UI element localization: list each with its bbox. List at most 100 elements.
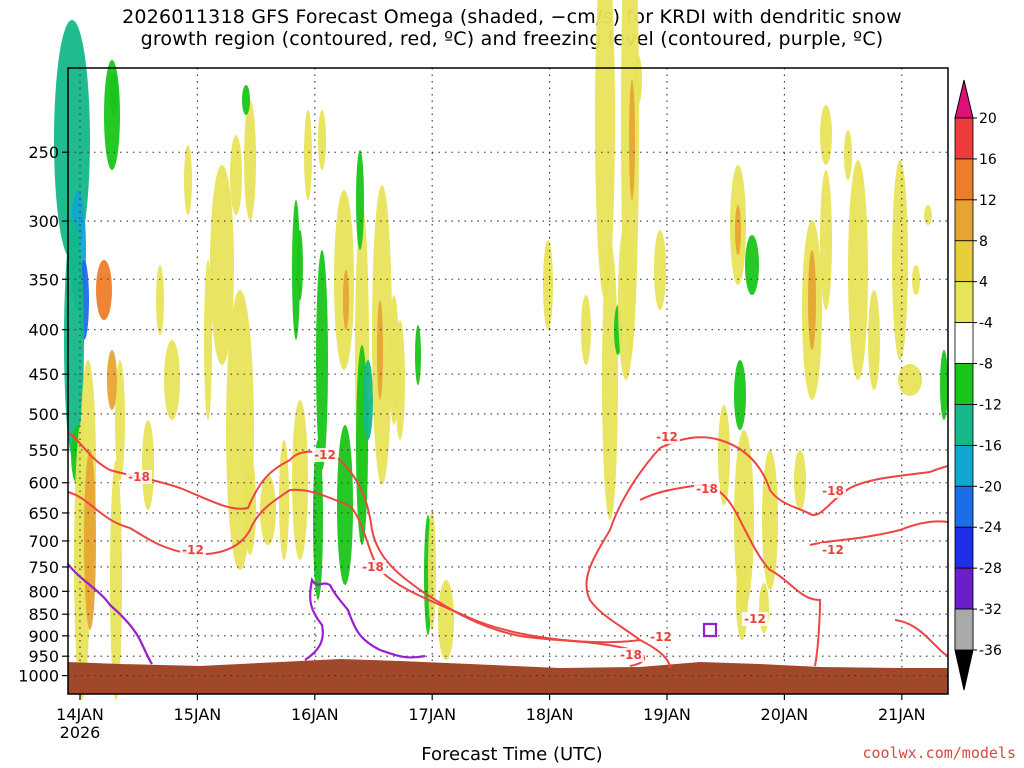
- omega-blob-44: [415, 325, 421, 385]
- ytick-label-650: 650: [28, 504, 59, 523]
- omega-blob-74: [848, 160, 868, 380]
- xtick-label-1: 15JAN: [174, 705, 222, 724]
- omega-blob-65: [762, 450, 778, 590]
- dgz-contour-5: [809, 520, 949, 546]
- terrain-fill: [68, 659, 948, 694]
- omega-blob-64: [734, 430, 754, 610]
- freezing-contour-1: [304, 576, 426, 661]
- omega-blob-29: [304, 110, 312, 200]
- omega-blob-19: [210, 165, 234, 365]
- dgz-label-bg-7: [694, 482, 720, 496]
- omega-blob-14: [142, 420, 154, 510]
- dgz-label-9: -18: [822, 484, 844, 498]
- gridlines: [68, 68, 948, 694]
- omega-blob-50: [581, 295, 591, 365]
- terrain: [68, 659, 948, 694]
- ytick-label-750: 750: [28, 558, 59, 577]
- omega-blob-68: [794, 450, 806, 510]
- colorbar-label-8: -16: [979, 438, 1002, 454]
- omega-blob-34: [356, 150, 364, 250]
- omega-blob-49: [543, 240, 553, 330]
- dgz-label-4: -18: [620, 648, 642, 662]
- dgz-label-7: -18: [696, 482, 718, 496]
- omega-blob-73: [844, 130, 852, 180]
- omega-blob-77: [898, 364, 922, 396]
- dgz-label-bg-5: [648, 630, 674, 644]
- credit-link[interactable]: coolwx.com/models: [862, 744, 1016, 762]
- xtick-label-3: 17JAN: [408, 705, 456, 724]
- omega-blob-48: [242, 85, 250, 115]
- colorbar-swatch-1: [954, 158, 974, 201]
- colorbar-swatch-8: [954, 444, 974, 487]
- colorbar-swatch-5: [954, 322, 974, 364]
- ytick-label-600: 600: [28, 474, 59, 493]
- omega-blob-80: [912, 265, 920, 295]
- xtick-year-label: 2026: [60, 723, 101, 742]
- colorbar-label-1: 16: [979, 152, 997, 168]
- x-axis-label: Forecast Time (UTC): [421, 744, 603, 765]
- omega-blob-3: [64, 220, 84, 460]
- omega-blob-66: [736, 560, 748, 640]
- dgz-label-0: -18: [128, 470, 150, 484]
- ytick-label-450: 450: [28, 365, 59, 384]
- omega-blob-72: [820, 170, 832, 310]
- chart-title-line2: growth region (contoured, red, ºC) and f…: [140, 28, 884, 50]
- omega-blob-17: [184, 145, 192, 215]
- xtick-label-6: 20JAN: [761, 705, 809, 724]
- ytick-label-850: 850: [28, 605, 59, 624]
- x-axis: 14JAN 15JAN 16JAN 17JAN 18JAN 19JAN 20JAN 21JAN…: [56, 694, 926, 742]
- omega-blob-36: [316, 250, 328, 470]
- dgz-label-6: -12: [656, 430, 678, 444]
- colorbar-swatch-10: [954, 526, 974, 569]
- omega-blob-24: [260, 475, 276, 545]
- ytick-label-800: 800: [28, 582, 59, 601]
- colorbar-label-9: -20: [979, 479, 1002, 495]
- freezing-contour-0: [67, 563, 153, 665]
- dgz-label-3: -18: [362, 560, 384, 574]
- omega-blob-70: [808, 250, 816, 350]
- dgz-label-1: -12: [182, 543, 204, 557]
- omega-blob-41: [377, 300, 383, 400]
- omega-shading: [54, 0, 948, 700]
- xtick-label-7: 21JAN: [878, 705, 926, 724]
- colorbar-label-6: -8: [979, 357, 993, 373]
- ytick-label-350: 350: [28, 270, 59, 289]
- dgz-label-8: -12: [744, 612, 766, 626]
- omega-blob-51: [595, 0, 615, 300]
- ytick-label-900: 900: [28, 627, 59, 646]
- ytick-label-500: 500: [28, 405, 59, 424]
- dgz-label-bg-3: [360, 560, 386, 574]
- dgz-label-10: -12: [822, 543, 844, 557]
- colorbar-label-7: -12: [979, 397, 1002, 413]
- colorbar-swatch-0: [954, 117, 974, 160]
- colorbar-label-0: 20: [979, 111, 997, 127]
- dgz-label-bg-4: [618, 648, 644, 662]
- chart-title-line1: 2026011318 GFS Forecast Omega (shaded, −…: [122, 6, 902, 28]
- ytick-label-950: 950: [28, 647, 59, 666]
- omega-blob-75: [868, 290, 880, 390]
- dgz-label-bg-1: [180, 543, 206, 557]
- dgz-contour-2: [659, 436, 949, 517]
- omega-blob-28: [297, 230, 303, 300]
- dgz-label-bg-8: [742, 612, 768, 626]
- ytick-label-700: 700: [28, 532, 59, 551]
- colorbar-top-arrow: [954, 79, 974, 119]
- dgz-label-bg-9: [820, 484, 846, 498]
- colorbar-label-4: 4: [979, 275, 988, 291]
- colorbar-swatch-9: [954, 485, 974, 528]
- dgz-label-bg-0: [126, 470, 152, 484]
- ytick-label-300: 300: [28, 212, 59, 231]
- dgz-label-2: -12: [314, 448, 336, 462]
- ytick-label-400: 400: [28, 321, 59, 340]
- colorbar-label-12: -32: [979, 602, 1002, 618]
- omega-blob-71: [820, 105, 832, 165]
- ytick-label-250: 250: [28, 143, 59, 162]
- dgz-contour-1: [67, 488, 671, 669]
- colorbar-swatch-7: [954, 404, 974, 446]
- omega-blob-79: [940, 350, 948, 420]
- omega-blob-26: [292, 400, 308, 560]
- omega-blob-56: [618, 220, 634, 380]
- omega-blob-78: [924, 205, 932, 225]
- colorbar: 20 16 12 8 4 -4 -8 -12 -16 -20 -24 -28 -32 -36: [954, 79, 1002, 691]
